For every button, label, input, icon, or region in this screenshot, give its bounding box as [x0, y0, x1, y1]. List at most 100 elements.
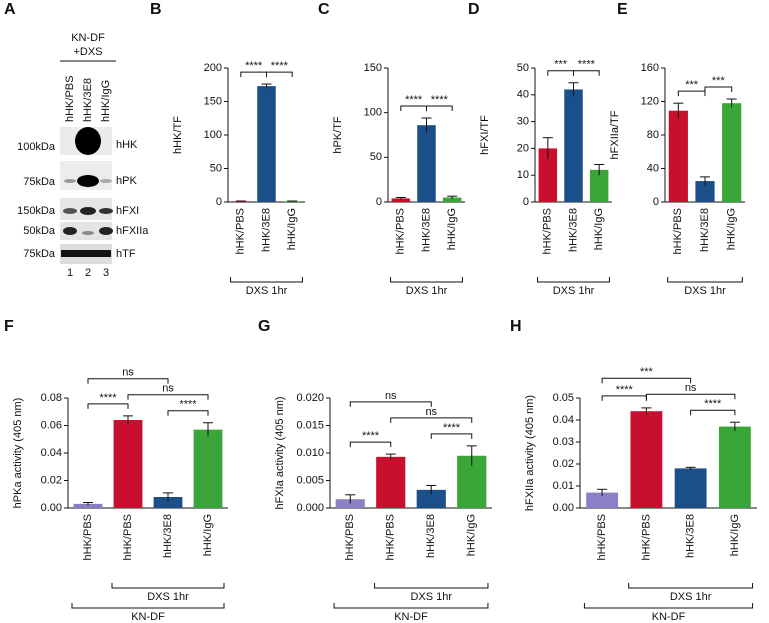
- y-tick-label: 0.04: [553, 414, 574, 426]
- blot-band: [100, 179, 112, 183]
- marker-label: 150kDa: [17, 205, 56, 217]
- y-tick-label: 0: [523, 196, 529, 208]
- significance-label: ns: [162, 383, 174, 395]
- significance-label: ns: [685, 382, 697, 394]
- y-tick-label: 0.05: [553, 392, 574, 404]
- protein-label: hHK: [116, 139, 138, 151]
- group-bracket: [390, 277, 463, 283]
- significance-bracket: [601, 377, 692, 384]
- y-tick-label: 10: [517, 169, 529, 181]
- significance-label: ****: [245, 60, 263, 72]
- group-bracket: [111, 583, 225, 589]
- x-tick-label: hHK/3E8: [260, 208, 272, 252]
- x-tick-label: hHK/PBS: [672, 208, 684, 254]
- panel-letter: F: [4, 318, 14, 335]
- significance-bracket: [573, 70, 600, 76]
- significance-bracket: [601, 395, 647, 401]
- protein-label: hFXIIa: [116, 225, 149, 237]
- significance-label: ****: [405, 94, 423, 106]
- group-bracket: [333, 603, 489, 609]
- lane-number: 2: [85, 267, 91, 279]
- significance-bracket: [690, 409, 736, 416]
- panel-a: A KN-DF +DXS hHK/PBS hHK/3E8 hHK/IgG 100…: [4, 1, 149, 279]
- bar: [564, 89, 583, 202]
- x-tick-label: hHK/PBS: [122, 514, 134, 560]
- x-tick-label: hHK/IgG: [446, 208, 458, 250]
- bar: [391, 198, 411, 202]
- y-axis-label: hPKa activity (405 nm): [12, 398, 24, 509]
- blot-band: [75, 127, 101, 155]
- significance-label: ns: [385, 390, 397, 402]
- blot-band: [61, 250, 111, 257]
- significance-bracket: [240, 71, 267, 78]
- panel-letter: C: [318, 1, 330, 18]
- blot-band: [99, 227, 113, 235]
- bar: [282, 201, 302, 202]
- group-bracket: [667, 277, 743, 283]
- significance-label: ****: [179, 399, 197, 411]
- y-tick-label: 200: [204, 62, 222, 74]
- significance-bracket: [547, 70, 574, 76]
- protein-label: hPK: [116, 175, 137, 187]
- condition: +DXS: [73, 46, 102, 58]
- marker-label: 50kDa: [23, 225, 56, 237]
- y-tick-label: 50: [370, 151, 382, 163]
- y-tick-label: 50: [517, 62, 529, 74]
- x-tick-label: hHK/IgG: [202, 514, 214, 556]
- x-tick-label: hHK/PBS: [395, 208, 407, 254]
- y-axis-label: hFXIIa activity (405 nm): [524, 395, 536, 511]
- y-tick-label: 120: [641, 95, 659, 107]
- panel-letter: D: [468, 1, 480, 18]
- marker-label: 75kDa: [23, 248, 56, 260]
- bar: [589, 169, 609, 202]
- bar: [630, 411, 663, 508]
- x-tick-label: hHK/IgG: [466, 514, 478, 556]
- x-tick-label: hHK/3E8: [685, 514, 697, 558]
- lane-label: hHK/3E8: [82, 78, 94, 122]
- y-tick-label: 0.020: [296, 392, 324, 404]
- y-axis-label: hFXIIa/TF: [609, 110, 621, 159]
- y-tick-label: 0.06: [41, 419, 62, 431]
- bar: [442, 197, 462, 202]
- y-tick-label: 0.04: [41, 447, 62, 459]
- significance-label: ****: [271, 60, 289, 72]
- x-tick-label: hHK/IgG: [593, 208, 605, 250]
- significance-label: ***: [554, 59, 568, 71]
- significance-bracket: [645, 393, 736, 400]
- x-tick-label: hHK/3E8: [567, 208, 579, 252]
- bar: [376, 456, 406, 508]
- significance-label: ****: [443, 422, 461, 434]
- blot-band: [99, 208, 113, 214]
- x-tick-label: hHK/PBS: [596, 514, 608, 560]
- significance-label: ****: [99, 392, 117, 404]
- y-tick-label: 150: [204, 95, 222, 107]
- bar: [257, 86, 276, 202]
- bar: [113, 420, 143, 508]
- bar: [73, 503, 103, 508]
- bar: [231, 201, 251, 202]
- significance-label: ****: [578, 59, 596, 71]
- bar: [668, 110, 688, 202]
- marker-label: 75kDa: [23, 176, 56, 188]
- y-axis-label: hHK/TF: [172, 116, 184, 154]
- significance-bracket: [430, 433, 473, 439]
- lane-label: hHK/PBS: [64, 76, 76, 122]
- group-label: KN-DF: [652, 611, 686, 623]
- lane-label: hHK/IgG: [100, 80, 112, 122]
- x-tick-label: hHK/PBS: [82, 514, 94, 560]
- significance-bracket: [167, 410, 209, 416]
- y-tick-label: 0.08: [41, 392, 62, 404]
- y-tick-label: 100: [204, 129, 222, 141]
- significance-bracket: [677, 90, 706, 97]
- group-label: DXS 1hr: [147, 591, 189, 603]
- bar: [416, 489, 446, 508]
- y-axis-label: hPK/TF: [332, 116, 344, 154]
- group-label: DXS 1hr: [670, 591, 712, 603]
- y-tick-label: 0.015: [296, 419, 324, 431]
- significance-bracket: [426, 105, 453, 112]
- y-tick-label: 0.010: [296, 447, 324, 459]
- significance-label: ****: [362, 430, 380, 442]
- group-bracket: [230, 277, 303, 283]
- significance-bracket: [349, 441, 392, 448]
